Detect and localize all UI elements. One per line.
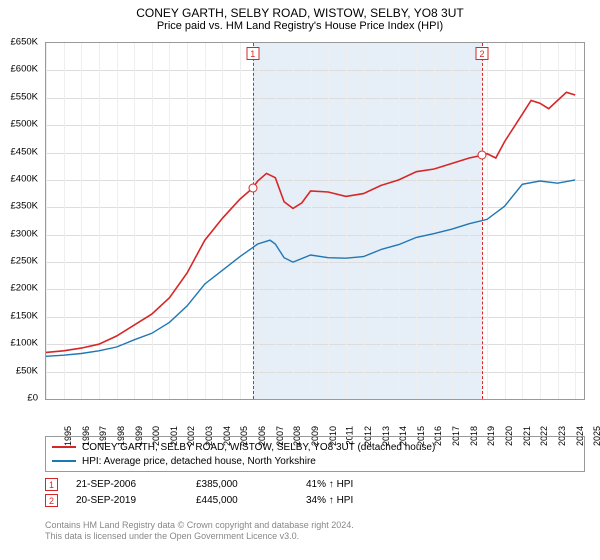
sale-price: £385,000 [196,479,306,490]
x-tick-label: 2025 [592,426,600,446]
attribution-line1: Contains HM Land Registry data © Crown c… [45,520,585,531]
line-layer [46,43,584,399]
sale-date: 21-SEP-2006 [76,479,196,490]
sales-list: 1 21-SEP-2006£385,00041% ↑ HPI 2 20-SEP-201… [45,476,585,508]
legend-row: HPI: Average price, detached house, Nort… [52,454,578,468]
y-tick-label: £450K [11,146,38,157]
legend-swatch [52,446,76,448]
y-tick-label: £300K [11,228,38,239]
marker-dot [478,151,487,160]
y-tick-label: £550K [11,91,38,102]
sale-diff: 34% ↑ HPI [306,495,416,506]
y-tick-label: £650K [11,37,38,48]
y-tick-label: £250K [11,256,38,267]
marker-dot [248,184,257,193]
attribution-line2: This data is licensed under the Open Gov… [45,531,585,542]
sale-row: 1 21-SEP-2006£385,00041% ↑ HPI [45,476,585,492]
sale-price: £445,000 [196,495,306,506]
marker-label: 1 [246,47,259,60]
y-tick-label: £600K [11,64,38,75]
y-axis-labels: £0£50K£100K£150K£200K£250K£300K£350K£400… [0,42,42,400]
legend-swatch [52,460,76,462]
y-tick-label: £400K [11,173,38,184]
chart-title: CONEY GARTH, SELBY ROAD, WISTOW, SELBY, … [0,0,600,20]
sale-diff: 41% ↑ HPI [306,479,416,490]
legend-label: CONEY GARTH, SELBY ROAD, WISTOW, SELBY, … [82,442,435,453]
y-tick-label: £500K [11,119,38,130]
y-tick-label: £0 [27,393,38,404]
y-tick-label: £350K [11,201,38,212]
legend: CONEY GARTH, SELBY ROAD, WISTOW, SELBY, … [45,436,585,472]
sale-row: 2 20-SEP-2019£445,00034% ↑ HPI [45,492,585,508]
marker-label: 2 [476,47,489,60]
sale-marker-num: 2 [45,494,58,507]
plot-area: 12 [45,42,585,400]
marker-dashed-line [253,43,254,399]
sale-date: 20-SEP-2019 [76,495,196,506]
legend-row: CONEY GARTH, SELBY ROAD, WISTOW, SELBY, … [52,440,578,454]
y-tick-label: £50K [16,365,38,376]
x-axis-labels: 1995199619971998199920002001200220032004… [45,402,585,432]
y-tick-label: £200K [11,283,38,294]
attribution: Contains HM Land Registry data © Crown c… [45,520,585,543]
y-tick-label: £150K [11,310,38,321]
marker-dashed-line [482,43,483,399]
series-property [46,92,575,352]
y-tick-label: £100K [11,338,38,349]
sale-marker-num: 1 [45,478,58,491]
legend-label: HPI: Average price, detached house, Nort… [82,456,316,467]
chart-subtitle: Price paid vs. HM Land Registry's House … [0,20,600,36]
